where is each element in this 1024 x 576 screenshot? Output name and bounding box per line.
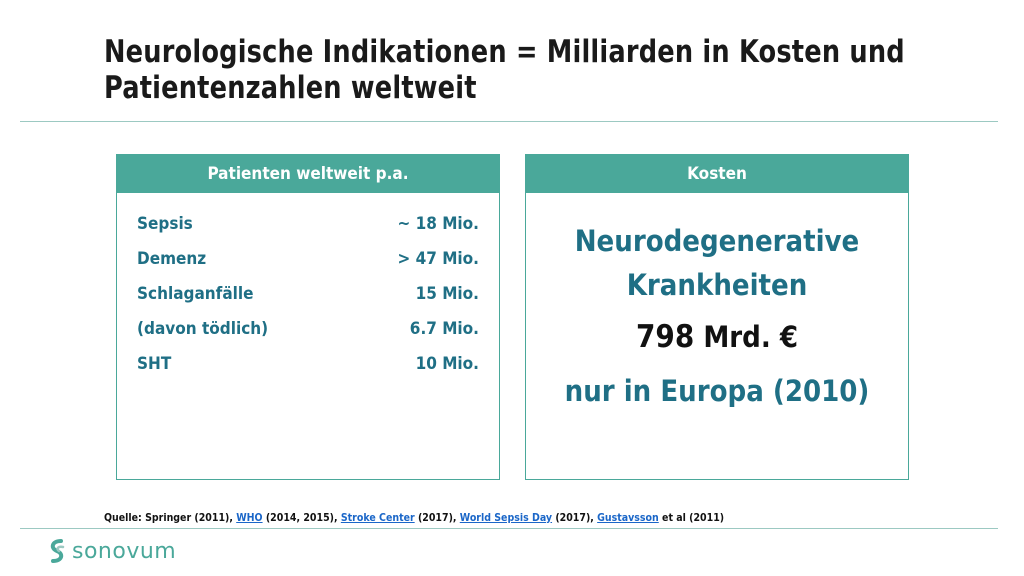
sonovum-logo-icon xyxy=(50,539,65,563)
patients-panel-header: Patienten weltweit p.a. xyxy=(117,155,499,193)
costs-amount-number: 798 xyxy=(636,319,695,355)
patients-panel: Patienten weltweit p.a. Sepsis ~ 18 Mio.… xyxy=(116,154,500,480)
source-text: (2014, 2015), xyxy=(262,512,341,524)
costs-content: Neurodegenerative Krankheiten 798 Mrd. €… xyxy=(526,193,908,413)
costs-amount-unit: Mrd. € xyxy=(703,320,798,354)
source-link-gustavsson[interactable]: Gustavsson xyxy=(597,512,659,524)
source-text: (2017), xyxy=(552,512,598,524)
costs-region: nur in Europa (2010) xyxy=(564,374,870,408)
footer-divider xyxy=(20,528,998,529)
costs-heading-line2: Krankheiten xyxy=(626,268,808,302)
row-label: Sepsis xyxy=(137,214,193,234)
patients-row-toedlich: (davon tödlich) 6.7 Mio. xyxy=(137,312,479,347)
source-link-stroke-center[interactable]: Stroke Center xyxy=(340,512,415,524)
row-label: Demenz xyxy=(137,249,207,269)
source-link-who[interactable]: WHO xyxy=(236,512,263,524)
title-divider xyxy=(20,121,998,122)
patients-row-sht: SHT 10 Mio. xyxy=(137,347,479,382)
row-value: > 47 Mio. xyxy=(397,249,479,269)
source-link-world-sepsis-day[interactable]: World Sepsis Day xyxy=(459,512,553,524)
source-citation: Quelle: Springer (2011), WHO (2014, 2015… xyxy=(104,512,724,524)
source-text: et al (2011) xyxy=(658,512,725,524)
row-value: 10 Mio. xyxy=(415,354,479,374)
row-label: SHT xyxy=(137,354,172,374)
source-prefix: Quelle: Springer (2011), xyxy=(104,512,237,524)
patients-row-demenz: Demenz > 47 Mio. xyxy=(137,242,479,277)
row-value: ~ 18 Mio. xyxy=(397,214,479,234)
row-value: 6.7 Mio. xyxy=(409,319,479,339)
patients-list: Sepsis ~ 18 Mio. Demenz > 47 Mio. Schlag… xyxy=(117,193,499,382)
source-text: (2017), xyxy=(414,512,460,524)
row-value: 15 Mio. xyxy=(415,284,479,304)
costs-panel: Kosten Neurodegenerative Krankheiten 798… xyxy=(525,154,909,480)
sonovum-logo-text: sonovum xyxy=(72,538,177,564)
sonovum-logo: sonovum xyxy=(46,538,176,564)
slide-title: Neurologische Indikationen = Milliarden … xyxy=(104,34,905,106)
patients-row-sepsis: Sepsis ~ 18 Mio. xyxy=(137,207,479,242)
costs-panel-header: Kosten xyxy=(526,155,908,193)
costs-amount: 798 Mrd. € xyxy=(526,315,908,359)
patients-row-schlaganfaelle: Schlaganfälle 15 Mio. xyxy=(137,277,479,312)
row-label: (davon tödlich) xyxy=(137,319,269,339)
costs-heading-line1: Neurodegenerative xyxy=(574,224,860,258)
row-label: Schlaganfälle xyxy=(137,284,254,304)
